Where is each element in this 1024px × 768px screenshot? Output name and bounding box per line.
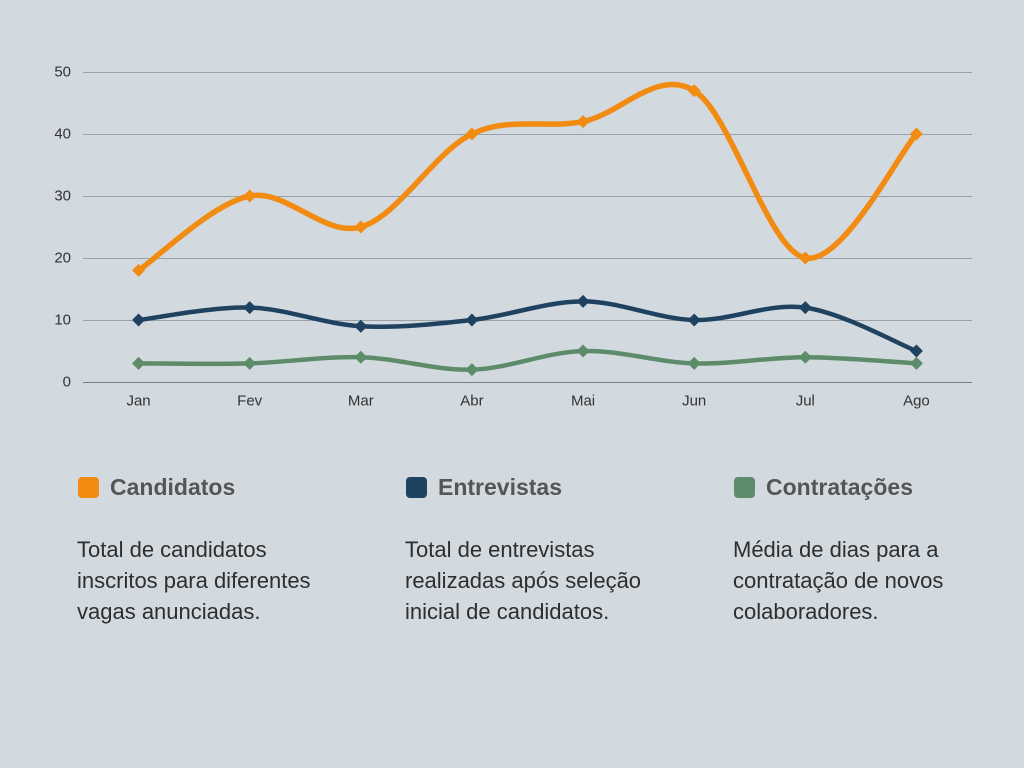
series-contratacoes	[132, 344, 923, 377]
data-point-contratacoes-jul	[798, 350, 812, 364]
data-point-candidatos-jan	[132, 263, 146, 277]
legend-swatch-entrevistas	[406, 476, 427, 498]
series	[132, 81, 923, 377]
y-tick-label: 50	[54, 64, 71, 81]
y-tick-label: 40	[54, 126, 71, 143]
legend-description-candidatos: Total de candidatos inscritos para difer…	[77, 537, 311, 624]
data-point-candidatos-abr	[465, 127, 479, 141]
legend-header-candidatos: Candidatos	[77, 474, 236, 500]
series-line-contratacoes	[136, 348, 919, 372]
data-point-entrevistas-jun	[687, 313, 701, 327]
series-line-candidatos	[135, 81, 920, 274]
gridlines	[83, 72, 972, 384]
x-tick-label: Mar	[348, 393, 374, 410]
x-tick-label: Jun	[682, 393, 706, 410]
data-point-entrevistas-mai	[576, 294, 590, 308]
legend-header-entrevistas: Entrevistas	[405, 474, 563, 500]
x-tick-label: Jul	[796, 393, 815, 410]
line-chart: 0 10 20 30 40 50 Jan Fev Mar Abr Mai Jun Jul Ago	[54, 64, 972, 410]
x-tick-label: Mai	[571, 393, 595, 410]
data-point-entrevistas-mar	[354, 319, 368, 333]
series-line-entrevistas	[136, 299, 919, 354]
y-axis-ticks: 0 10 20 30 40 50	[54, 64, 71, 391]
legend-label-entrevistas: Entrevistas	[438, 474, 563, 500]
x-tick-label: Jan	[126, 393, 150, 410]
y-tick-label: 0	[63, 374, 71, 391]
data-point-candidatos-mar	[354, 220, 368, 234]
x-tick-label: Fev	[237, 393, 263, 410]
series-candidatos	[132, 81, 923, 277]
legend-swatch-contratacoes	[734, 476, 755, 498]
legend-swatch-candidatos	[78, 476, 99, 498]
x-axis-ticks: Jan Fev Mar Abr Mai Jun Jul Ago	[126, 393, 929, 410]
legend-label-contratacoes: Contratações	[766, 474, 913, 500]
data-point-contratacoes-jan	[132, 356, 146, 370]
data-point-candidatos-ago	[909, 127, 923, 141]
legend-description-contratacoes: Média de dias para a contratação de novo…	[733, 537, 944, 624]
data-point-contratacoes-ago	[909, 356, 923, 370]
data-point-contratacoes-mar	[354, 350, 368, 364]
data-point-contratacoes-abr	[465, 363, 479, 377]
legend-description-entrevistas: Total de entrevistas realizadas após sel…	[405, 537, 642, 624]
data-point-candidatos-fev	[243, 189, 257, 203]
x-tick-label: Ago	[903, 393, 930, 410]
data-point-candidatos-jun	[687, 84, 701, 98]
data-point-contratacoes-jun	[687, 356, 701, 370]
data-point-candidatos-jul	[798, 251, 812, 265]
legend-header-contratacoes: Contratações	[733, 474, 913, 500]
legend-label-candidatos: Candidatos	[110, 474, 236, 500]
data-point-entrevistas-jul	[798, 301, 812, 315]
x-tick-label: Abr	[460, 393, 483, 410]
data-point-entrevistas-ago	[909, 344, 923, 358]
y-tick-label: 10	[54, 312, 71, 329]
data-point-entrevistas-jan	[132, 313, 146, 327]
y-tick-label: 20	[54, 250, 71, 267]
data-point-entrevistas-abr	[465, 313, 479, 327]
y-tick-label: 30	[54, 188, 71, 205]
data-point-contratacoes-fev	[243, 356, 257, 370]
data-point-entrevistas-fev	[243, 301, 257, 315]
series-entrevistas	[132, 294, 923, 358]
data-point-candidatos-mai	[576, 115, 590, 129]
data-point-contratacoes-mai	[576, 344, 590, 358]
